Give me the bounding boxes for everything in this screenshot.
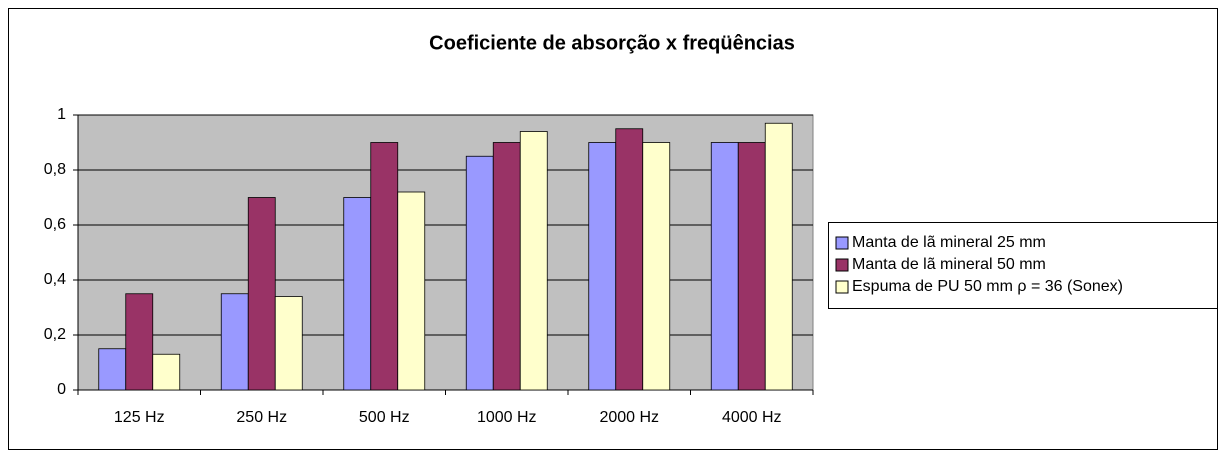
x-tick-label: 500 Hz: [359, 409, 410, 426]
x-tick-label: 125 Hz: [114, 409, 165, 426]
legend-label: Manta de lã mineral 25 mm: [852, 234, 1046, 251]
chart-title: Coeficiente de absorção x freqüências: [429, 32, 795, 54]
bar: [492, 142, 521, 391]
x-tick-label: 1000 Hz: [477, 409, 537, 426]
legend-label: Manta de lã mineral 50 mm: [852, 256, 1046, 273]
bar: [247, 197, 276, 391]
bar: [98, 348, 127, 391]
bar: [397, 191, 426, 391]
legend-label: Espuma de PU 50 mm ρ = 36 (Sonex): [852, 278, 1123, 295]
x-tick-label: 2000 Hz: [599, 409, 659, 426]
legend-swatch: [835, 280, 849, 294]
bar: [615, 128, 644, 391]
plot-area: [77, 114, 814, 391]
bar: [125, 293, 154, 391]
bar: [764, 122, 793, 391]
bar: [588, 142, 617, 391]
y-tick-label: 0: [57, 381, 66, 398]
bar: [220, 293, 249, 391]
bar: [152, 353, 181, 391]
y-tick-label: 1: [57, 106, 66, 123]
y-tick-label: 0,8: [44, 161, 66, 178]
legend-swatch: [835, 236, 849, 250]
legend-swatch: [835, 258, 849, 272]
bar: [737, 142, 766, 391]
y-tick-label: 0,6: [44, 216, 66, 233]
y-tick-label: 0,2: [44, 326, 66, 343]
bar: [465, 155, 494, 391]
x-tick-label: 250 Hz: [236, 409, 287, 426]
bar: [710, 142, 739, 391]
bar: [370, 142, 399, 391]
x-tick-label: 4000 Hz: [722, 409, 782, 426]
bar: [343, 197, 372, 391]
bar: [274, 296, 303, 391]
bar: [519, 131, 548, 391]
y-tick-label: 0,4: [44, 271, 66, 288]
bar: [642, 142, 671, 391]
legend: [828, 222, 1218, 309]
